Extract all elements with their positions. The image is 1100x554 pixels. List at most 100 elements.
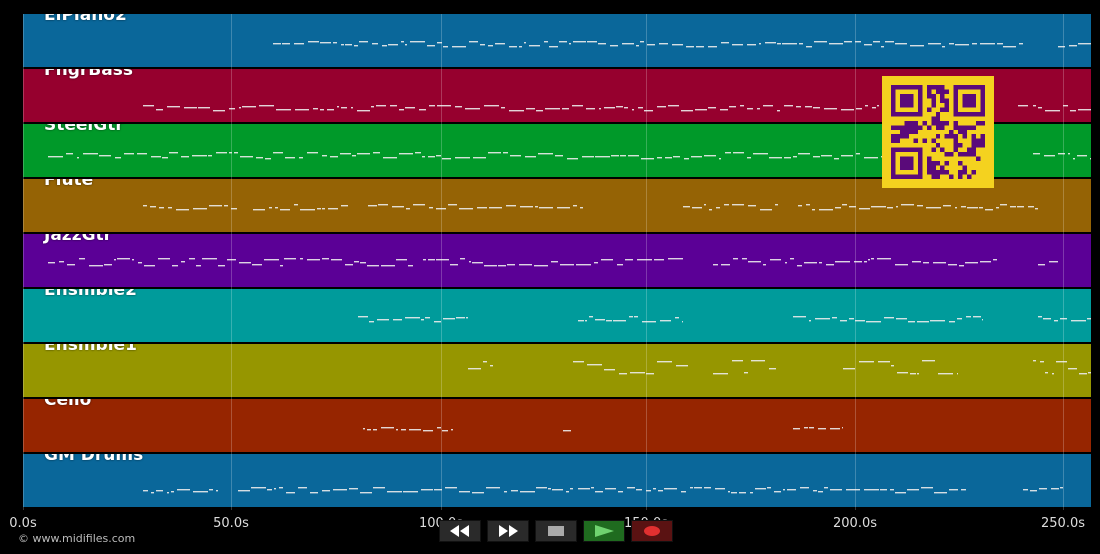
note	[573, 205, 577, 207]
note	[472, 262, 483, 264]
note	[800, 487, 809, 489]
note	[509, 110, 524, 112]
note	[196, 265, 201, 267]
note	[1068, 368, 1077, 370]
track-lane-flute[interactable]: Flute	[23, 179, 1091, 234]
note	[657, 361, 672, 363]
note	[184, 107, 197, 109]
note	[732, 204, 744, 206]
note	[641, 158, 654, 160]
note	[114, 259, 116, 261]
note	[253, 209, 265, 211]
note	[818, 491, 823, 493]
note	[759, 43, 761, 45]
note	[451, 429, 453, 431]
note	[1052, 373, 1054, 375]
note	[938, 373, 953, 375]
track-name: Ensmble2	[44, 289, 137, 300]
stop-button[interactable]	[535, 520, 577, 542]
note	[632, 109, 634, 111]
note	[949, 321, 955, 323]
qr-code-image[interactable]	[882, 76, 994, 188]
note	[156, 109, 163, 111]
note	[793, 156, 797, 158]
note	[1069, 45, 1077, 47]
track-lane-ensmble2[interactable]: Ensmble2	[23, 289, 1091, 344]
note	[589, 316, 593, 318]
note	[459, 208, 473, 210]
note	[806, 46, 812, 48]
note	[295, 109, 309, 111]
note	[242, 106, 256, 108]
note	[545, 108, 560, 110]
note	[840, 320, 847, 322]
note	[928, 43, 941, 45]
note	[369, 321, 374, 323]
track-name: GM Drums	[44, 454, 144, 465]
note	[469, 41, 478, 43]
note	[445, 487, 457, 489]
rewind-button[interactable]	[439, 520, 481, 542]
note	[668, 105, 679, 107]
note	[973, 316, 981, 318]
track-lane-elpiano2[interactable]: ElPiano2	[23, 14, 1091, 69]
note	[486, 487, 500, 489]
note	[273, 152, 283, 154]
note	[434, 489, 442, 491]
note	[783, 489, 785, 491]
note	[930, 320, 945, 322]
note	[1058, 46, 1065, 48]
record-button[interactable]	[631, 520, 673, 542]
note	[465, 108, 480, 110]
note	[985, 209, 993, 211]
note	[280, 265, 283, 267]
note	[307, 152, 318, 154]
note	[294, 43, 304, 45]
track-lane-ensmble1[interactable]: Ensmble1	[23, 344, 1091, 399]
note	[573, 41, 586, 43]
track-lane-gm-drums[interactable]: GM Drums	[23, 454, 1091, 509]
note	[151, 156, 161, 158]
note	[804, 262, 817, 264]
note	[455, 157, 470, 159]
fast-forward-button[interactable]	[487, 520, 529, 542]
note-roll	[143, 487, 1063, 494]
note	[967, 207, 978, 209]
note	[320, 42, 331, 44]
note	[604, 107, 615, 109]
note	[595, 491, 603, 493]
note	[942, 46, 945, 48]
note	[392, 206, 404, 208]
note	[89, 265, 103, 267]
note	[846, 489, 860, 491]
note	[333, 489, 347, 491]
track-lane-jazzgtr[interactable]: JazzGtr	[23, 234, 1091, 289]
note	[137, 153, 147, 155]
note	[659, 43, 668, 45]
copyright-text: © www.midifiles.com	[18, 532, 136, 545]
note	[704, 155, 716, 157]
note	[144, 265, 155, 267]
note	[695, 109, 707, 111]
note	[423, 259, 426, 261]
note	[591, 487, 594, 489]
transport-controls	[439, 520, 673, 542]
note	[613, 320, 626, 322]
note	[567, 158, 578, 160]
note	[480, 44, 485, 46]
note	[871, 206, 886, 208]
note	[300, 258, 303, 260]
note	[520, 206, 533, 208]
note	[171, 491, 174, 493]
track-lane-cello[interactable]: Cello	[23, 399, 1091, 454]
play-button[interactable]	[583, 520, 625, 542]
note	[448, 204, 457, 206]
note	[814, 41, 827, 43]
note	[733, 258, 738, 260]
note	[763, 105, 773, 107]
note	[854, 261, 862, 263]
note	[818, 428, 826, 430]
note	[957, 373, 958, 375]
note	[587, 41, 597, 43]
note	[917, 321, 929, 323]
